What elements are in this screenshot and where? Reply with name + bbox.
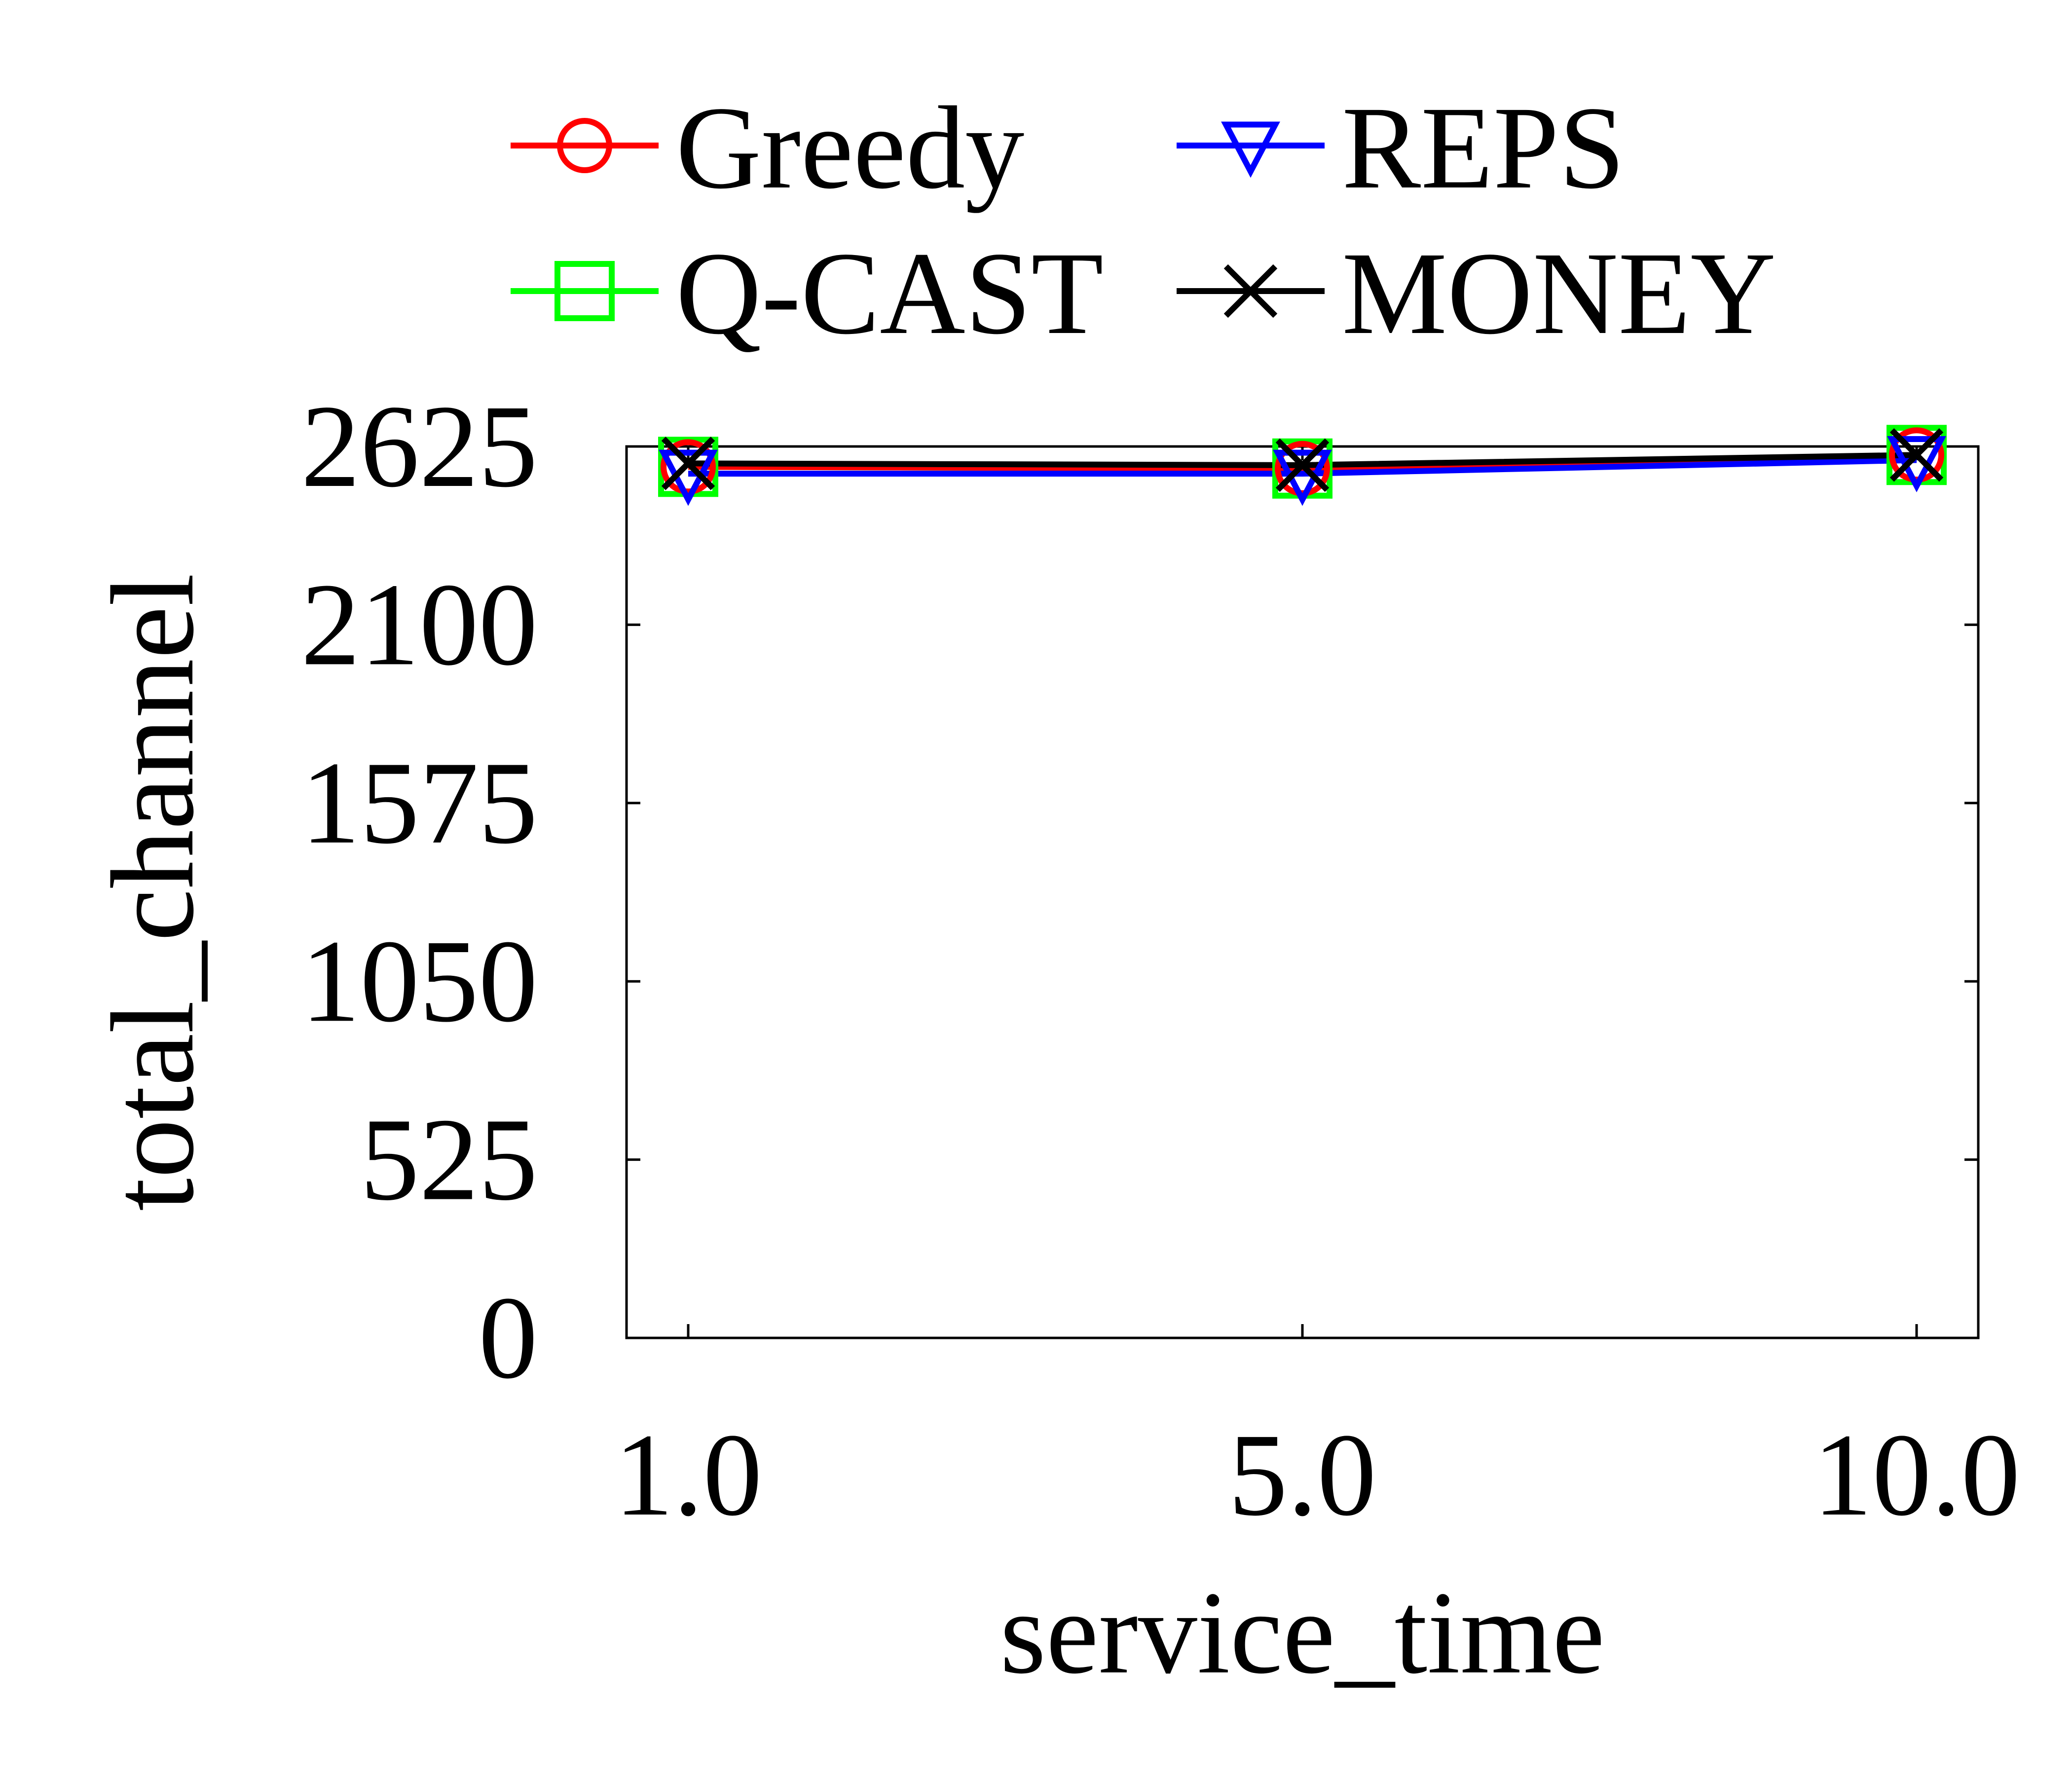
plot-area-frame <box>625 445 1980 1339</box>
y-tick-label: 1575 <box>301 737 538 868</box>
x-tick-label: 5.0 <box>1228 1409 1376 1540</box>
legend-marker-money <box>1223 264 1278 318</box>
data-point-greedy <box>661 439 716 495</box>
legend-marker-reps <box>1221 121 1280 178</box>
legend: Greedy REPS Q-CAST MONEY <box>511 82 1776 359</box>
legend-label-greedy: Greedy <box>676 82 1024 213</box>
legend-label-q-cast: Q-CAST <box>676 227 1104 359</box>
series-line-reps <box>688 457 1917 477</box>
legend-label-reps: REPS <box>1342 82 1625 213</box>
y-axis-title: total_channel <box>87 573 218 1211</box>
data-point-money <box>661 437 715 490</box>
x-axis: 1.0 5.0 10.0 <box>614 446 2020 1540</box>
legend-item-money: MONEY <box>1177 227 1776 359</box>
legend-marker-greedy <box>557 118 612 173</box>
legend-item-reps: REPS <box>1177 82 1625 213</box>
x-tick-label: 1.0 <box>614 1409 762 1540</box>
data-point-reps <box>1887 436 1946 492</box>
y-tick-label: 2625 <box>301 380 538 512</box>
y-axis: 0 525 1050 1575 2100 2625 <box>301 380 1978 1403</box>
y-tick-label: 2100 <box>301 558 538 690</box>
legend-item-greedy: Greedy <box>511 82 1024 213</box>
x-tick-label: 10.0 <box>1813 1409 2020 1540</box>
y-tick-label: 1050 <box>301 915 538 1046</box>
data-point-money <box>1889 428 1944 482</box>
data-point-money <box>1275 438 1330 492</box>
y-tick-label: 525 <box>360 1094 538 1225</box>
series-markers <box>658 425 1947 506</box>
y-tick-label: 0 <box>479 1272 538 1403</box>
legend-marker-q-cast <box>555 261 615 321</box>
legend-item-q-cast: Q-CAST <box>511 227 1104 359</box>
x-axis-title: service_time <box>1000 1567 1605 1698</box>
legend-label-money: MONEY <box>1342 227 1776 359</box>
